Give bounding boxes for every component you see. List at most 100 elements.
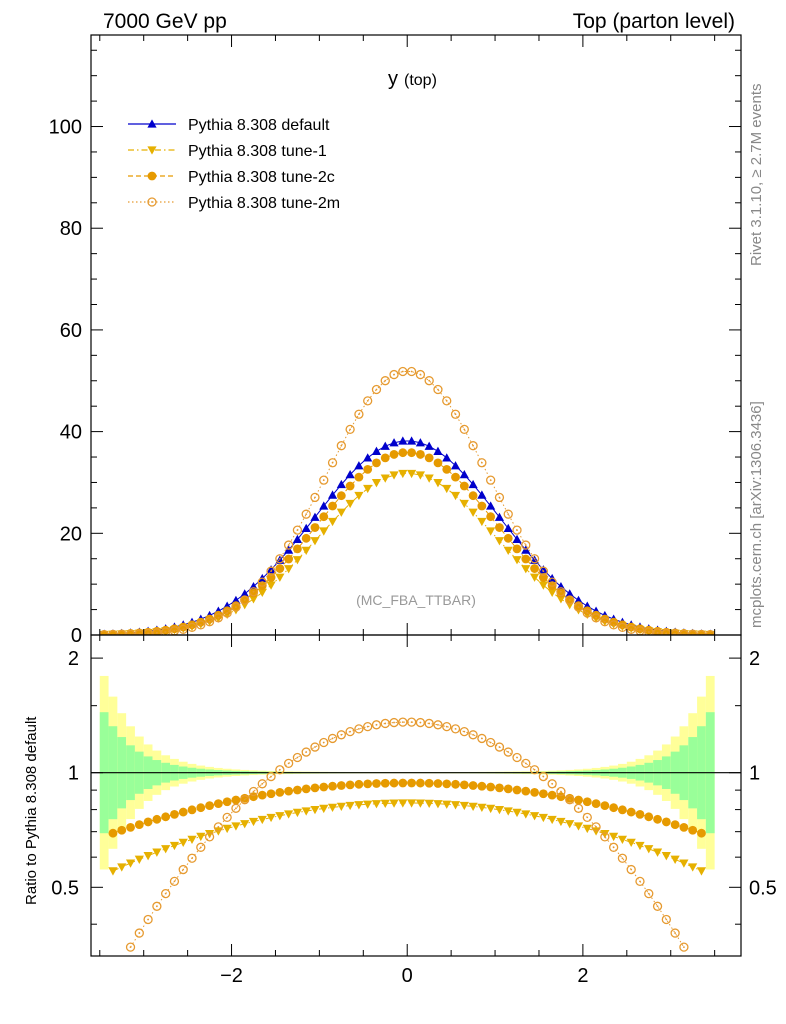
ratio-point — [275, 787, 285, 797]
data-point — [363, 396, 373, 406]
data-point — [284, 565, 294, 574]
ratio-point — [609, 832, 619, 842]
legend-marker — [147, 197, 157, 207]
ratio-point — [442, 779, 452, 789]
data-point — [617, 622, 628, 633]
ratio-point-dot — [252, 790, 255, 793]
data-point — [424, 453, 434, 463]
data-point — [266, 573, 276, 582]
ratio-point — [222, 797, 232, 807]
data-point — [486, 501, 496, 510]
data-point — [503, 523, 513, 533]
ratio-point — [354, 779, 364, 789]
ratio-point — [547, 779, 557, 789]
ratio-point — [547, 815, 557, 825]
analysis-annotation: (MC_FBA_TTBAR) — [356, 592, 476, 608]
ratio-point — [661, 817, 671, 827]
ratio-point-dot — [164, 892, 167, 895]
legend-marker — [147, 171, 157, 181]
ratio-point — [152, 901, 162, 911]
data-point — [679, 629, 689, 635]
data-point — [336, 491, 346, 501]
ratio-point — [433, 779, 443, 788]
data-point — [354, 461, 364, 470]
ratio-point — [529, 812, 540, 821]
data-point-dot — [401, 370, 404, 373]
data-point-dot — [472, 444, 474, 447]
data-point-dot — [454, 413, 457, 416]
ratio-point — [556, 786, 566, 797]
ratio-point — [345, 726, 355, 737]
ratio-point-dot — [507, 751, 510, 753]
data-point — [521, 540, 531, 550]
ratio-point — [529, 765, 540, 775]
data-point — [389, 450, 399, 459]
xtick-label: 2 — [577, 965, 588, 987]
ratio-point — [310, 783, 320, 793]
ytick-label: 60 — [60, 320, 82, 342]
data-point — [450, 461, 461, 470]
data-point — [284, 554, 294, 564]
data-point-dot — [287, 544, 290, 546]
ratio-point — [547, 790, 557, 800]
ratio-point-dot — [375, 723, 378, 726]
ratio-point — [688, 825, 698, 835]
data-point — [336, 441, 346, 451]
ratio-point-dot — [393, 721, 395, 724]
ratio-point — [169, 841, 180, 851]
ratio-point — [477, 781, 487, 791]
ratio-point — [161, 812, 171, 822]
data-point-dot — [437, 388, 439, 391]
data-point — [380, 376, 390, 386]
ratio-point-dot — [155, 905, 158, 908]
data-point-dot — [621, 626, 624, 629]
ratio-panel-series — [108, 717, 707, 952]
ratio-point — [108, 828, 118, 838]
ratio-point-dot — [129, 946, 132, 949]
data-point — [240, 595, 250, 605]
ratio-point — [503, 807, 513, 816]
ratio-point — [635, 876, 645, 887]
ratio-ytick-label-right: 1 — [749, 763, 760, 785]
data-point — [529, 573, 540, 582]
ratio-point — [284, 810, 294, 819]
ratio-point — [292, 752, 303, 763]
ratio-point — [108, 867, 118, 876]
ratio-point — [240, 820, 250, 829]
ratio-point — [582, 812, 592, 823]
ratio-point — [310, 806, 320, 815]
data-point — [292, 556, 303, 565]
data-point — [345, 481, 355, 491]
ratio-point-dot — [270, 775, 272, 778]
xtick-label: 0 — [402, 965, 413, 987]
ratio-point — [451, 779, 460, 789]
data-point — [196, 617, 206, 627]
data-point-dot — [489, 479, 492, 482]
ratio-point — [152, 814, 162, 824]
data-point — [125, 629, 136, 635]
data-point-dot — [480, 461, 483, 464]
ratio-point — [415, 778, 425, 788]
data-point-dot — [577, 606, 580, 608]
data-point-dot — [595, 616, 597, 619]
ratio-point — [450, 801, 461, 810]
data-point — [530, 564, 539, 573]
ratio-point-dot — [533, 768, 536, 771]
ratio-point-dot — [437, 723, 439, 726]
ratio-ytick-label: 0.5 — [51, 877, 79, 899]
ratio-point — [406, 717, 417, 727]
ratio-point — [468, 781, 478, 790]
data-point — [652, 628, 663, 635]
data-point — [618, 620, 627, 630]
ratio-point — [486, 804, 496, 814]
data-point — [556, 595, 566, 604]
legend-marker — [147, 146, 157, 155]
ratio-point-dot — [243, 798, 246, 801]
data-point — [477, 517, 487, 527]
ratio-point-dot — [278, 768, 281, 771]
ratio-point — [371, 800, 382, 809]
ratio-point — [170, 810, 179, 819]
ratio-point — [609, 803, 619, 813]
data-point — [442, 396, 452, 406]
data-point — [556, 587, 566, 597]
